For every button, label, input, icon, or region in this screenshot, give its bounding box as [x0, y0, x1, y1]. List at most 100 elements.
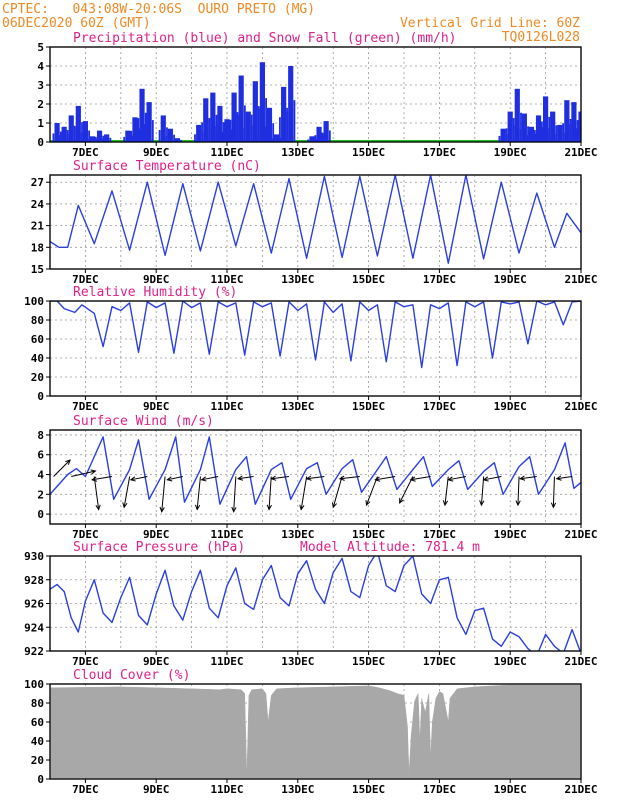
precip-bar [73, 125, 76, 142]
precip-bar [146, 102, 152, 142]
precip-bar [137, 118, 140, 142]
precip-bar [231, 92, 237, 142]
wind-xtick-label: 9DEC [143, 528, 170, 541]
rh-border [49, 300, 582, 397]
pres-xtick-label: 17DEC [423, 655, 456, 668]
temp-title: Surface Temperature (nC) [73, 159, 261, 174]
wind-arrow-head [91, 476, 98, 482]
precip-bar [59, 135, 62, 142]
wind-series-line [50, 436, 581, 505]
temp-border [49, 174, 582, 270]
pres-xtick-label: 11DEC [210, 655, 243, 668]
cloud-plot-area [50, 684, 581, 779]
rh-xtick-label: 19DEC [494, 400, 527, 413]
rh-xtick-label: 15DEC [352, 400, 385, 413]
wind-arrow-shaft [552, 476, 555, 508]
wind-arrow-head [399, 497, 404, 504]
wind-arrow-head [515, 500, 521, 507]
precip-bar [293, 100, 296, 142]
pres-ytick-label: 924 [24, 621, 44, 634]
precip-ytick-label: 3 [37, 79, 44, 92]
rh-ytick-label: 100 [24, 295, 44, 308]
rh-ytick-label: 40 [31, 352, 44, 365]
precip-bar [528, 126, 535, 142]
precip-bar [548, 128, 550, 142]
pres-title: Surface Pressure (hPa) [73, 540, 245, 555]
precip-bar [130, 130, 133, 142]
wind-arrow-head [65, 459, 71, 465]
wind-ytick-label: 2 [37, 488, 44, 501]
precip-bar [96, 130, 103, 142]
precip-bar [541, 121, 543, 142]
precip-bar [224, 119, 230, 142]
precip-bar [533, 130, 536, 142]
precip-bar [314, 135, 317, 142]
temp-xtick-label: 21DEC [564, 273, 597, 286]
precip-bar [273, 134, 280, 142]
precip-bar [562, 123, 565, 142]
precip-bar [81, 122, 83, 142]
precip-bar [139, 88, 145, 142]
pres-ytick-label: 926 [24, 598, 44, 611]
precip-bar [555, 125, 558, 142]
wind-xtick-label: 11DEC [210, 528, 243, 541]
wind-arrow-head [95, 504, 101, 511]
cloud-panel: 0 20 40 60 80 100 7DEC 9DEC 11DEC 13DEC 15DEC 17DEC… [24, 668, 597, 796]
cloud-ytick-label: 20 [31, 754, 44, 767]
precip-bar [252, 81, 258, 142]
pres-xtick-label: 15DEC [352, 655, 385, 668]
rh-ytick-label: 20 [31, 371, 44, 384]
wind-arrow-shaft [238, 476, 254, 480]
wind-arrow-shaft [517, 476, 520, 506]
rh-series-line [50, 301, 581, 369]
cloud-title: Cloud Cover (%) [73, 668, 190, 683]
cloud-xtick-label: 19DEC [494, 783, 527, 796]
wind-arrow-head [519, 475, 526, 481]
wind-panel: 0 2 4 6 8 7DEC 9DEC 11DEC 13DEC 15DEC 17DEC 19DEC 21… [37, 414, 597, 541]
rh-xtick-label: 17DEC [423, 400, 456, 413]
wind-arrow-shaft [53, 459, 71, 477]
precip-bar [203, 98, 209, 142]
pres-xtick-label: 13DEC [281, 655, 314, 668]
precip-bar [550, 111, 556, 142]
precip-bar [52, 133, 55, 142]
precip-ytick-label: 4 [37, 60, 44, 73]
pres-xtick-label: 19DEC [494, 655, 527, 668]
wind-xtick-label: 7DEC [72, 528, 99, 541]
temp-xtick-label: 13DEC [281, 273, 314, 286]
temp-xtick-label: 15DEC [352, 273, 385, 286]
precip-bar [89, 136, 96, 142]
precip-bar [271, 138, 274, 142]
precip-bar [498, 136, 501, 142]
precip-bar [208, 119, 211, 142]
precip-bar [94, 136, 97, 142]
wind-arrow-shaft [123, 476, 131, 508]
wind-arrow-shaft [300, 476, 308, 510]
wind-arrow-head [479, 500, 485, 507]
cloud-ytick-label: 0 [37, 773, 44, 786]
precip-bar [576, 128, 579, 142]
precip-bar [520, 112, 522, 142]
precip-bar [245, 111, 251, 142]
precip-bar [328, 130, 331, 142]
precip-bar [279, 117, 281, 142]
precip-bar [196, 124, 202, 142]
rh-ytick-label: 60 [31, 333, 44, 346]
wind-arrow-shaft [365, 476, 378, 506]
header-grid-info: Vertical Grid Line: 60Z [400, 16, 580, 31]
wind-arrow-shaft [480, 476, 485, 506]
wind-arrow-shaft [268, 476, 272, 510]
precip-bar [210, 92, 216, 142]
pres-ytick-label: 928 [24, 574, 44, 587]
wind-arrow-shaft [410, 476, 431, 481]
header-station: CPTEC: 043:08W-20:06S OURO PRETO (MG) [2, 2, 315, 17]
header-date: 06DEC2020 60Z (GMT) [2, 16, 151, 31]
precip-bar [222, 131, 225, 142]
precip-bar [109, 137, 112, 142]
wind-arrow-shaft [448, 476, 467, 481]
header-model-id: TQ0126L028 [502, 30, 580, 45]
precip-bar [243, 128, 246, 142]
cloud-border [49, 683, 582, 780]
precip-bar [309, 136, 315, 142]
pres-panel: 922 924 926 928 930 7DEC 9DEC 11DEC 13DEC 15DEC 17… [24, 540, 597, 668]
